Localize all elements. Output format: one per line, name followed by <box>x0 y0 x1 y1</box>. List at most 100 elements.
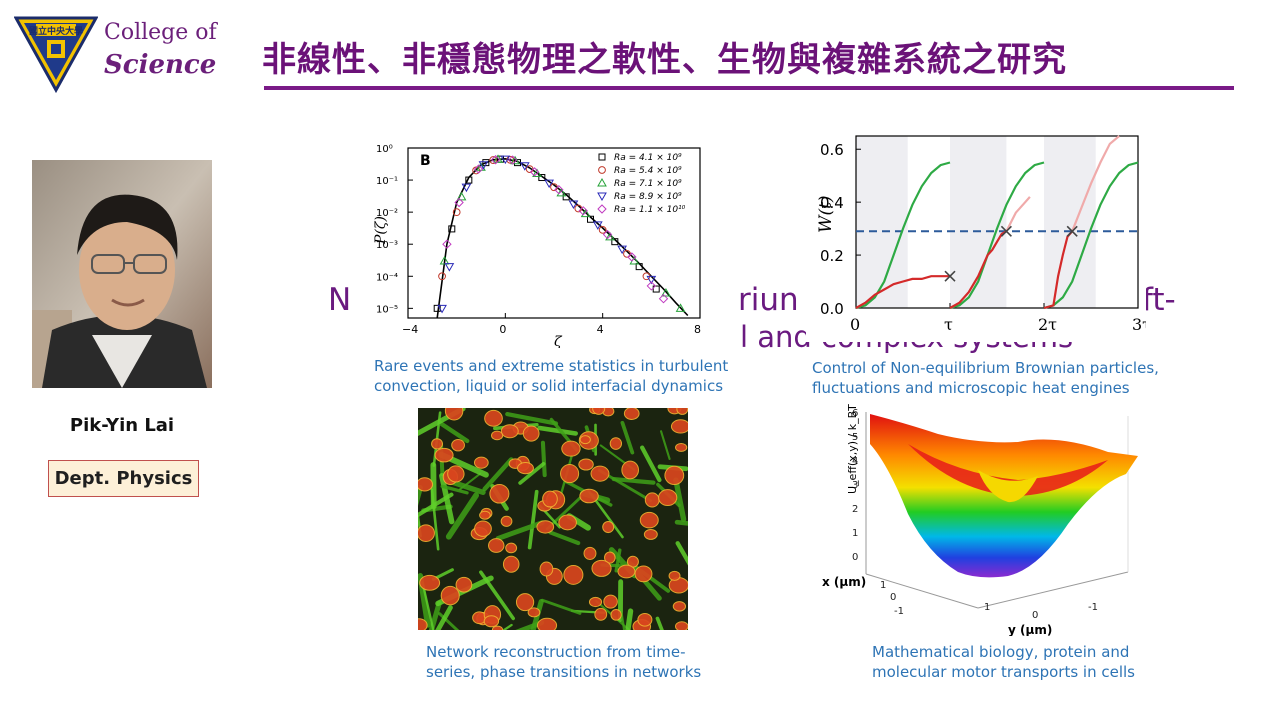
y-tick-0: 0 <box>1032 610 1038 621</box>
cell-fiber <box>527 489 539 550</box>
turbulence-data-point <box>658 293 669 304</box>
brownian-caption: Control of Non-equilibrium Brownian part… <box>812 358 1159 398</box>
network-caption-line2: series, phase transitions in networks <box>426 663 702 681</box>
turbulence-legend-marker <box>597 192 607 202</box>
y-tick-1: 1 <box>984 602 990 613</box>
brownian-ytick-label: 0.6 <box>820 141 844 159</box>
turbulence-data-point <box>652 285 660 293</box>
turbulence-data-point <box>482 159 490 167</box>
turbulence-data-point <box>500 155 511 165</box>
cell-nucleus <box>670 419 688 434</box>
turbulence-ytick-label: 10⁻² <box>376 208 398 219</box>
cell-fiber <box>675 541 688 566</box>
cell-fiber <box>515 620 545 630</box>
page-title: 非線性、非穩態物理之軟性、生物與複雜系統之研究 <box>262 40 1067 80</box>
turbulence-data-point <box>529 167 540 177</box>
z-tick-3: 3 <box>852 480 858 491</box>
turbulence-xlabel: ζ <box>554 334 563 348</box>
turbulence-data-point <box>544 179 554 189</box>
network-caption: Network reconstruction from time- series… <box>426 642 701 682</box>
cell-nucleus <box>621 460 639 480</box>
cell-fiber <box>620 420 635 455</box>
turbulence-legend-marker <box>598 166 606 174</box>
cell-fiber <box>537 425 578 436</box>
turbulence-data-point <box>646 281 657 291</box>
turbulence-data-point <box>538 174 546 182</box>
brownian-cross-marker <box>1066 225 1078 237</box>
turbulence-data-point <box>598 225 607 234</box>
cell-nucleus <box>455 576 473 593</box>
cell-nucleus <box>643 529 658 540</box>
turbulence-xtick-label: 8 <box>694 323 701 336</box>
turbulence-ytick-label: 10⁰ <box>376 144 393 155</box>
cell-nucleus <box>604 551 616 564</box>
cell-nucleus <box>637 612 653 627</box>
y-axis-line <box>865 573 979 609</box>
turbulence-xtick-label: 0 <box>499 323 506 336</box>
cell-fiber <box>674 519 688 526</box>
turbulence-legend-label: Ra = 4.1 × 10⁹ <box>614 153 682 163</box>
cell-nucleus <box>676 408 688 415</box>
turbulence-xtick-label: 4 <box>597 323 604 336</box>
cell-nucleus <box>479 510 491 520</box>
cell-fiber <box>625 608 634 630</box>
portrait-photo <box>32 160 212 388</box>
surface-rim <box>908 444 1108 496</box>
cell-fiber <box>518 461 546 485</box>
bio-xlabel: x (μm) <box>822 575 866 589</box>
logo-line1: College of <box>104 20 217 45</box>
z-tick-2: 2 <box>852 504 858 515</box>
turbulence-figure: B P(ζ) ζ −4 0 4 8 10⁰ 10⁻¹ 10⁻² 10⁻³ 10⁻⁴ 10⁻⁵ Ra… <box>368 138 708 350</box>
turbulence-data-point <box>602 229 613 240</box>
brownian-caption-line2: fluctuations and microscopic heat engine… <box>812 379 1130 397</box>
cell-nucleus <box>588 596 603 608</box>
cell-nucleus <box>594 607 608 621</box>
cell-fiber <box>495 520 545 541</box>
cell-nucleus <box>536 617 558 630</box>
turbulence-data-point <box>611 238 619 246</box>
turbulence-data-point <box>661 288 671 297</box>
cell-nucleus <box>623 408 640 420</box>
cell-fiber <box>421 581 435 630</box>
cell-fiber <box>479 570 515 621</box>
turbulence-ytick-label: 10⁻³ <box>376 240 398 251</box>
turbulence-data-point <box>448 225 456 233</box>
cell-nucleus <box>434 447 454 463</box>
cell-nucleus <box>558 514 577 531</box>
x-axis-line <box>977 571 1129 609</box>
x-tick-m1: -1 <box>894 606 904 617</box>
turbulence-data-point <box>562 193 570 201</box>
brownian-xtick-label: 3τ <box>1132 315 1146 334</box>
cell-nucleus <box>603 594 618 609</box>
cell-nucleus <box>560 464 580 484</box>
turbulence-legend-marker <box>597 204 607 214</box>
cell-nucleus <box>491 430 504 441</box>
turbulence-data-point <box>444 263 455 272</box>
cell-nucleus <box>639 511 659 529</box>
cell-fiber <box>440 484 469 495</box>
turbulence-data-point <box>465 176 473 184</box>
cell-nucleus <box>474 520 492 537</box>
turbulence-data-point <box>456 191 467 201</box>
z-tick-4: 4 <box>852 456 858 467</box>
turbulence-data-point <box>554 185 564 195</box>
cell-nucleus <box>539 561 554 577</box>
cell-fiber <box>673 477 687 522</box>
brownian-ylabel: W(t) <box>816 195 836 233</box>
cell-fiber <box>659 430 671 460</box>
turbulence-data-point <box>473 164 484 174</box>
turbulence-data-point <box>442 239 452 249</box>
cell-fiber <box>445 492 480 540</box>
title-underline <box>264 86 1234 90</box>
turbulence-xtick-label: −4 <box>402 323 418 336</box>
cell-micrograph <box>418 408 688 630</box>
cell-fiber <box>418 484 423 506</box>
z-tick-5: 5 <box>852 432 858 443</box>
brownian-cross-marker <box>1000 225 1012 237</box>
cell-fiber <box>439 473 455 525</box>
x-tick-0: 0 <box>890 592 896 603</box>
turbulence-data-point <box>493 154 503 163</box>
cell-nucleus <box>609 437 623 450</box>
brownian-ytick-label: 0.2 <box>820 247 844 265</box>
cell-fiber <box>502 623 513 630</box>
